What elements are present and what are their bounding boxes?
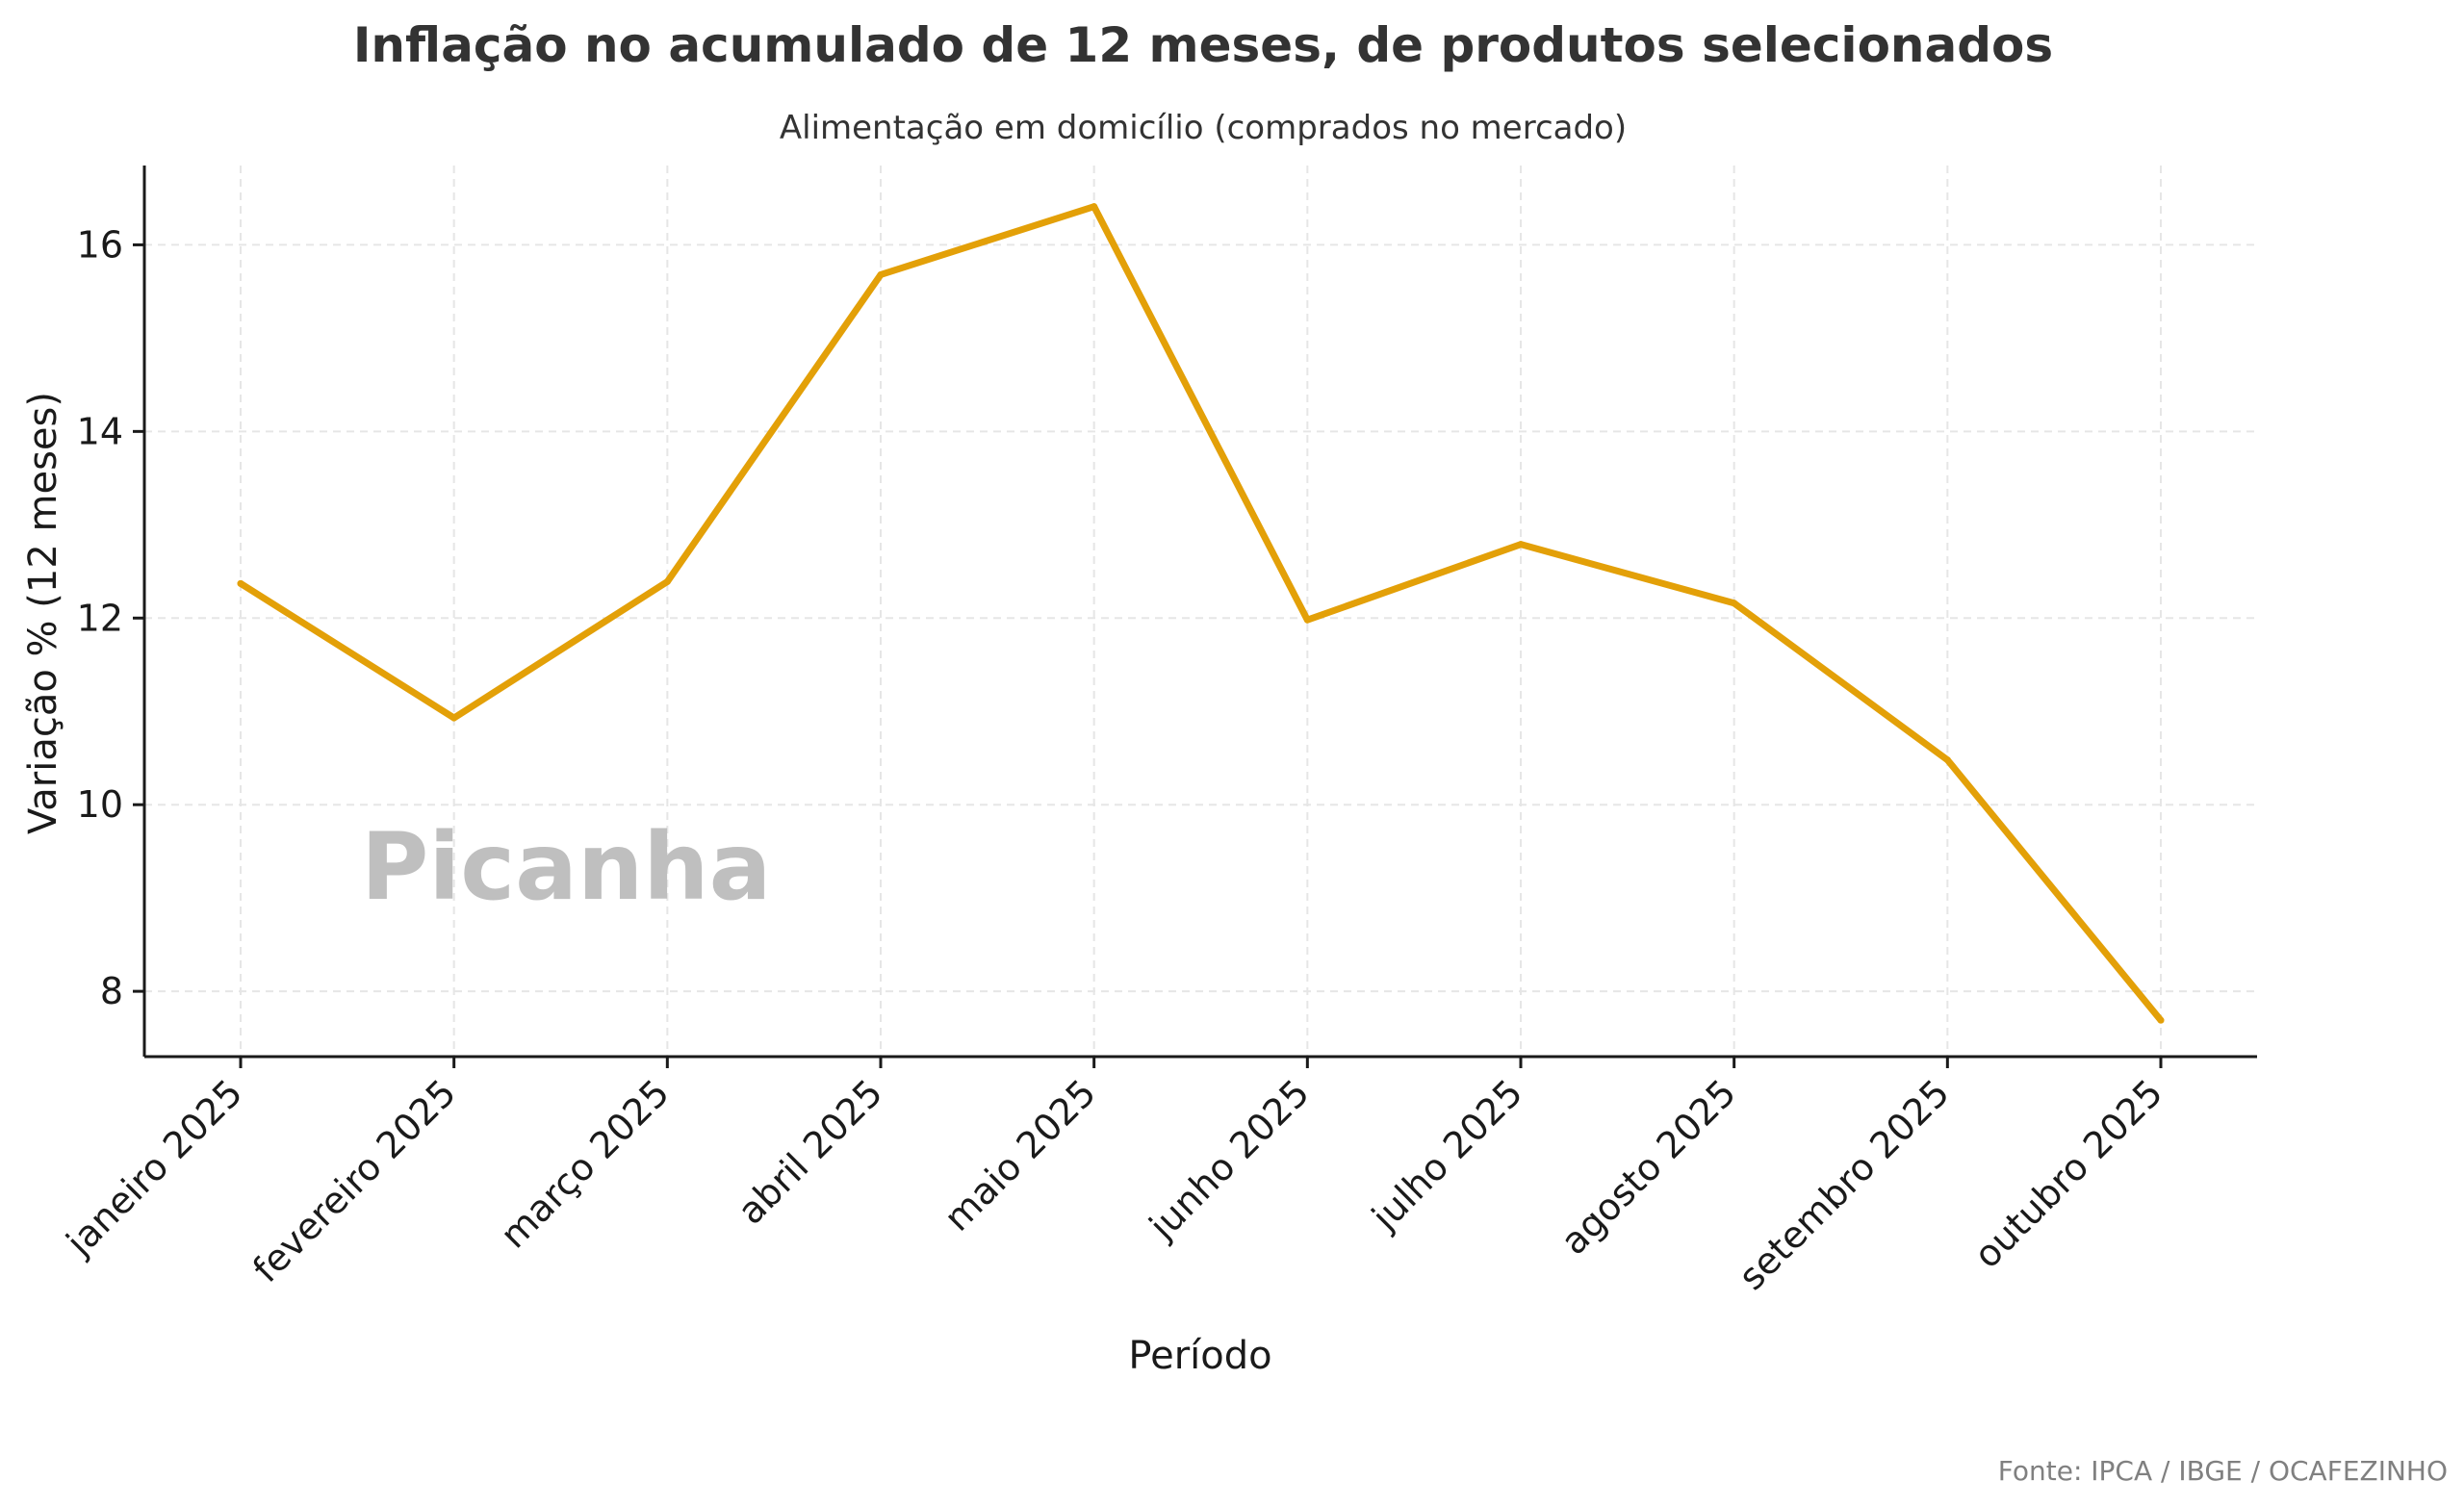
data-point <box>450 714 458 722</box>
data-point <box>1091 203 1098 211</box>
x-tick-label: junho 2025 <box>1141 1071 1318 1248</box>
chart-subtitle: Alimentação em domicílio (comprados no m… <box>780 109 1627 147</box>
y-axis-ticks: 8 10 12 14 16 <box>77 223 144 1012</box>
y-tick-label: 16 <box>77 223 123 266</box>
data-point <box>1731 600 1738 607</box>
data-point <box>877 270 885 278</box>
y-tick-label: 12 <box>77 597 123 639</box>
data-point <box>1303 616 1311 624</box>
y-tick-label: 10 <box>77 783 123 826</box>
y-tick-label: 8 <box>100 970 123 1012</box>
source-note: Fonte: IPCA / IBGE / OCAFEZINHO <box>1998 1455 2448 1487</box>
data-point <box>2157 1016 2165 1024</box>
data-point <box>1943 756 1951 764</box>
x-tick-label: agosto 2025 <box>1553 1071 1744 1263</box>
series-layer <box>237 203 2165 1024</box>
x-tick-label: fevereiro 2025 <box>244 1071 464 1290</box>
x-tick-label: março 2025 <box>492 1071 677 1256</box>
data-point <box>663 577 671 585</box>
data-point <box>237 579 244 587</box>
x-tick-label: outubro 2025 <box>1965 1071 2170 1276</box>
chart-title: Inflação no acumulado de 12 meses, de pr… <box>353 17 2053 73</box>
x-tick-label: julho 2025 <box>1363 1071 1530 1239</box>
y-axis-label: Variação % (12 meses) <box>21 392 65 834</box>
grid <box>144 166 2257 1057</box>
x-tick-label: abril 2025 <box>730 1071 891 1233</box>
y-tick-label: 14 <box>77 410 123 452</box>
product-annotation: Picanha <box>361 813 771 921</box>
x-axis-label: Período <box>1128 1334 1271 1378</box>
series-line <box>237 203 2165 1024</box>
x-tick-label: janeiro 2025 <box>58 1071 251 1264</box>
data-point <box>1517 541 1525 549</box>
x-tick-label: maio 2025 <box>936 1071 1104 1239</box>
x-tick-label: setembro 2025 <box>1731 1071 1958 1298</box>
